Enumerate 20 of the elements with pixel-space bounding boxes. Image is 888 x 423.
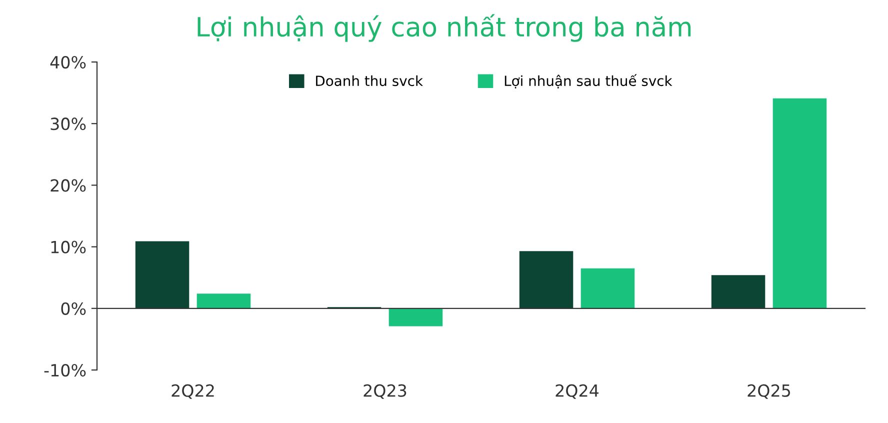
chart-title: Lợi nhuận quý cao nhất trong ba năm bbox=[198, 14, 691, 42]
x-tick-label: 2Q24 bbox=[556, 384, 599, 399]
bar bbox=[135, 241, 190, 308]
bar bbox=[711, 275, 766, 308]
y-tick-label: 20% bbox=[50, 179, 86, 192]
bar bbox=[519, 251, 574, 308]
legend-label: Doanh thu svck bbox=[316, 75, 423, 86]
bar bbox=[196, 294, 251, 308]
y-tick-label: -10% bbox=[44, 364, 86, 377]
legend-label: Lợi nhuận sau thuế svck bbox=[504, 74, 672, 88]
bar bbox=[388, 308, 443, 326]
x-tick-label: 2Q22 bbox=[172, 384, 214, 399]
y-tick-label: 30% bbox=[50, 118, 86, 130]
x-tick-label: 2Q23 bbox=[364, 384, 406, 399]
x-tick-label: 2Q25 bbox=[748, 384, 790, 399]
y-tick-label: 40% bbox=[50, 56, 86, 69]
bar bbox=[772, 98, 827, 308]
bar bbox=[580, 268, 635, 308]
y-tick-label: 10% bbox=[51, 240, 86, 254]
y-tick-label: 0% bbox=[61, 302, 86, 315]
